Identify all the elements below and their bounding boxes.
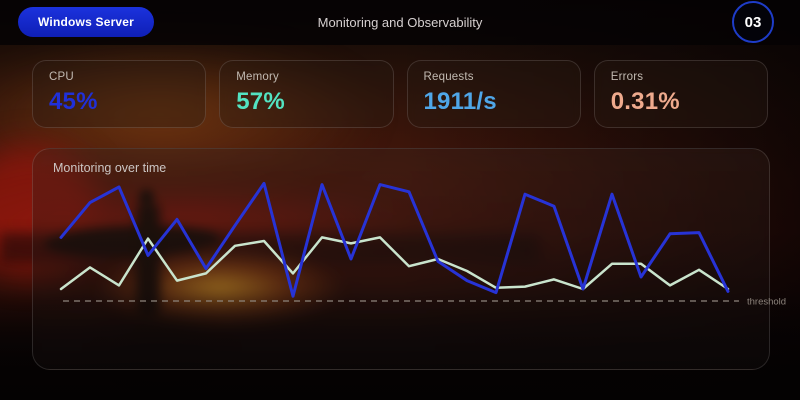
memory-card-label: Memory xyxy=(236,71,279,83)
windows-server-button-label: Windows Server xyxy=(38,15,135,29)
slide-number-text: 03 xyxy=(744,13,762,31)
windows-server-button[interactable]: Windows Server xyxy=(18,7,155,37)
threshold-label: threshold xyxy=(747,297,786,308)
green-series-line xyxy=(59,236,730,291)
cpu-card-value: 45% xyxy=(49,88,98,115)
blue-series-line xyxy=(59,181,730,298)
monitoring-panel: Monitoring over time threshold xyxy=(32,148,786,370)
requests-card-value: 1911/s xyxy=(423,88,497,115)
slide-number-badge: 03 xyxy=(732,1,774,43)
requests-card-label: Requests xyxy=(423,71,474,83)
memory-card: Memory 57% xyxy=(219,60,394,128)
requests-card: Requests 1911/s xyxy=(406,60,581,128)
cpu-card: CPU 45% xyxy=(32,60,207,128)
errors-card: Errors 0.31% xyxy=(593,60,768,128)
monitoring-panel-title: Monitoring over time xyxy=(53,161,167,175)
memory-card-value: 57% xyxy=(236,88,285,115)
monitoring-chart: threshold xyxy=(59,181,786,308)
errors-card-value: 0.31% xyxy=(610,88,680,115)
cpu-card-label: CPU xyxy=(49,71,74,83)
errors-card-label: Errors xyxy=(610,71,644,83)
metric-cards-row: CPU 45% Memory 57% Requests 1911/s Error… xyxy=(32,60,768,128)
top-bar: Windows Server Monitoring and Observabil… xyxy=(0,0,800,45)
